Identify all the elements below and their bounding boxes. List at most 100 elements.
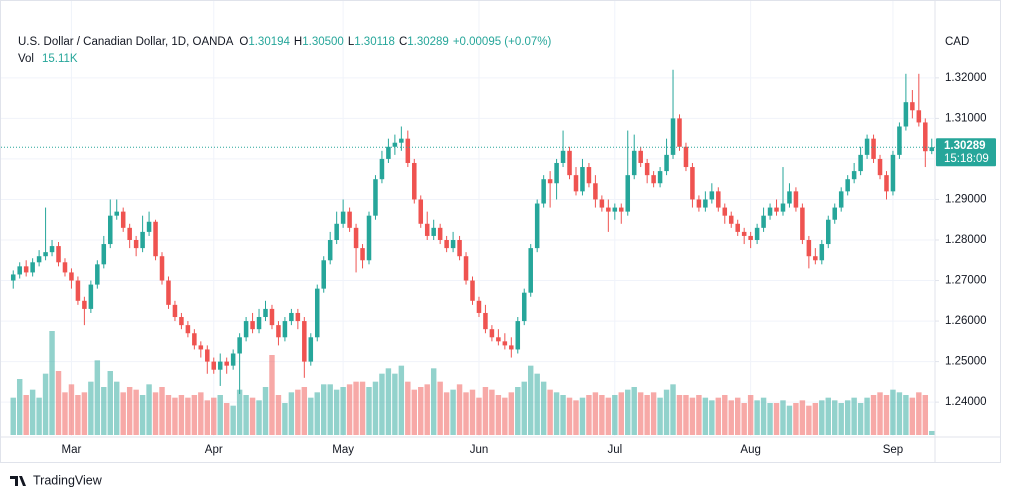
volume-bar bbox=[825, 397, 831, 435]
candle-body bbox=[49, 246, 55, 253]
candle-body bbox=[353, 227, 359, 249]
candle-body bbox=[399, 138, 404, 143]
volume-bar bbox=[198, 392, 204, 435]
candle-body bbox=[593, 183, 598, 200]
volume-bar bbox=[16, 379, 23, 435]
candle-body bbox=[269, 308, 275, 326]
volume-bar bbox=[372, 381, 379, 435]
volume-legend: Vol 15.11K bbox=[18, 53, 78, 65]
volume-bar bbox=[612, 395, 618, 435]
candle-body bbox=[256, 317, 262, 330]
candle-body bbox=[890, 154, 896, 192]
volume-name: Vol bbox=[18, 53, 34, 65]
candle-body bbox=[496, 337, 501, 342]
candle-body bbox=[858, 154, 863, 172]
volume-bar bbox=[922, 395, 929, 435]
candle-body bbox=[780, 203, 786, 212]
candle-body bbox=[120, 211, 126, 228]
volume-bar bbox=[715, 397, 722, 435]
x-tick-label: Aug bbox=[740, 444, 760, 456]
candle-body bbox=[334, 223, 339, 240]
volume-bar bbox=[249, 397, 256, 435]
candle-body bbox=[192, 333, 197, 346]
candle-body bbox=[761, 215, 766, 228]
volume-bar bbox=[838, 403, 844, 435]
candle-body bbox=[205, 349, 210, 362]
candle-body bbox=[444, 239, 449, 249]
candle-body bbox=[580, 167, 585, 192]
candle-body bbox=[62, 262, 68, 273]
candle-body bbox=[897, 126, 902, 155]
candle-body bbox=[832, 207, 838, 220]
volume-bar bbox=[450, 389, 456, 435]
candle-body bbox=[709, 191, 715, 200]
volume-bar bbox=[321, 384, 327, 435]
volume-bar bbox=[728, 400, 734, 435]
candle-body bbox=[140, 231, 145, 249]
volume-layer bbox=[10, 331, 935, 435]
volume-bar bbox=[217, 395, 223, 435]
volume-bar bbox=[916, 392, 922, 435]
ohlc-value: 1.30500 bbox=[302, 36, 344, 48]
candle-body bbox=[470, 280, 475, 301]
candle-body bbox=[631, 150, 637, 176]
candle-body bbox=[321, 260, 326, 289]
volume-bar bbox=[75, 395, 81, 435]
volume-bar bbox=[353, 381, 359, 435]
candle-body bbox=[159, 256, 165, 281]
y-tick-label: 1.32000 bbox=[945, 72, 987, 84]
candle-body bbox=[748, 235, 753, 240]
brand: TradingView bbox=[33, 473, 103, 487]
volume-bar bbox=[929, 430, 935, 435]
volume-bar bbox=[870, 395, 877, 435]
candle-body bbox=[554, 162, 559, 184]
volume-bar bbox=[29, 389, 36, 435]
candle-body bbox=[295, 312, 301, 322]
candle-body bbox=[314, 288, 320, 338]
volume-bar bbox=[579, 397, 586, 435]
candle-body bbox=[424, 223, 430, 236]
candle-body bbox=[690, 167, 695, 200]
candle-body bbox=[23, 266, 29, 273]
candle-body bbox=[923, 122, 928, 152]
candle-body bbox=[179, 317, 184, 326]
volume-value: 15.11K bbox=[42, 53, 78, 65]
volume-bar bbox=[476, 397, 482, 435]
candle-body bbox=[877, 158, 883, 176]
candle-body bbox=[502, 341, 508, 346]
volume-bar bbox=[663, 389, 670, 435]
candle-body bbox=[250, 321, 255, 330]
volume-bar bbox=[405, 381, 411, 435]
candle-body bbox=[360, 248, 365, 261]
candle-body bbox=[172, 304, 178, 318]
candle-body bbox=[133, 239, 139, 249]
volume-bar bbox=[243, 395, 249, 435]
volume-bar bbox=[114, 381, 120, 435]
candle-body bbox=[392, 142, 398, 147]
volume-bar bbox=[288, 392, 295, 435]
candle-body bbox=[703, 199, 708, 208]
candle-body bbox=[237, 337, 242, 354]
candle-body bbox=[43, 252, 48, 257]
volume-bar bbox=[799, 400, 806, 435]
candle-body bbox=[276, 325, 281, 338]
volume-bar bbox=[741, 403, 747, 435]
candle-body bbox=[30, 262, 35, 273]
candle-body bbox=[289, 312, 294, 322]
volume-bar bbox=[204, 400, 211, 435]
volume-bar bbox=[107, 371, 113, 435]
volume-bar bbox=[605, 397, 612, 435]
candle-body bbox=[127, 227, 132, 240]
candle-body bbox=[793, 191, 799, 208]
volume-bar bbox=[521, 381, 527, 435]
volume-bar bbox=[877, 392, 883, 435]
volume-bar bbox=[269, 355, 275, 435]
candle-body bbox=[728, 215, 734, 224]
volume-bar bbox=[379, 373, 385, 435]
volume-bar bbox=[185, 397, 191, 435]
x-tick-label: Jun bbox=[470, 444, 489, 456]
ohlc-value: 1.30194 bbox=[248, 36, 290, 48]
volume-bar bbox=[734, 397, 741, 435]
volume-bar bbox=[502, 397, 508, 435]
candle-body bbox=[916, 110, 922, 123]
